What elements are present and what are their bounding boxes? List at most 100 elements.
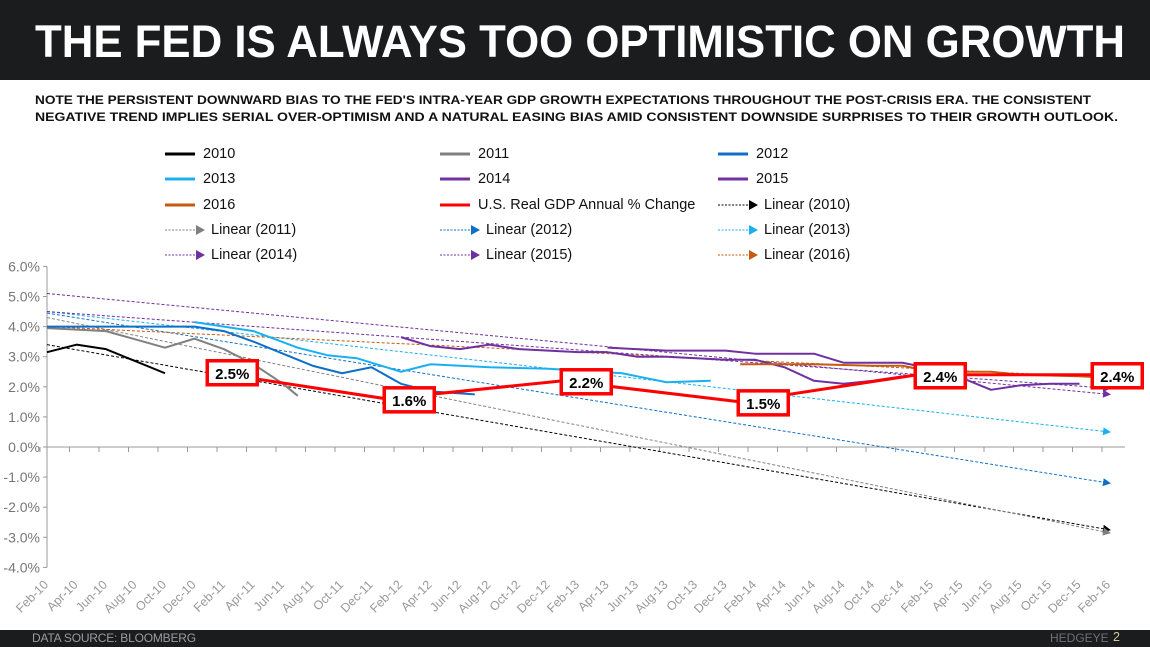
data-label-text: 1.5%	[746, 396, 780, 413]
legend-label: Linear (2011)	[211, 221, 297, 238]
x-tick-label: Dec-10	[160, 578, 198, 616]
x-tick-label: Feb-15	[898, 578, 936, 616]
data-label-box	[913, 362, 967, 390]
legend-label: 2015	[756, 171, 789, 188]
x-tick-label: Apr-12	[398, 578, 434, 614]
legend-label: 2012	[756, 146, 789, 162]
legend-swatch-icon	[440, 177, 470, 181]
data-label-box	[1090, 362, 1144, 390]
data-label: 2.2%	[559, 368, 613, 396]
x-tick-label: Feb-10	[13, 578, 51, 616]
x-tick-label: Feb-11	[191, 578, 228, 615]
x-tick-label: Feb-16	[1075, 578, 1113, 616]
data-label: 2.4%	[913, 362, 967, 390]
legend-item-linear-2013: Linear (2013)	[718, 219, 850, 241]
data-label: 2.5%	[205, 359, 259, 387]
x-tick-label: Dec-13	[691, 578, 729, 616]
legend-label: 2010	[203, 146, 236, 162]
y-tick-label: 6.0%	[8, 258, 40, 274]
data-label-text: 1.6%	[392, 393, 426, 410]
page-title: THE FED IS ALWAYS TOO OPTIMISTIC ON GROW…	[35, 16, 1125, 67]
subtitle-line-2: NEGATIVE TREND IMPLIES SERIAL OVER-OPTIM…	[35, 110, 1118, 124]
data-label-text: 2.4%	[1100, 369, 1134, 386]
y-tick-label: -1.0%	[3, 469, 40, 485]
series-line-2014	[400, 336, 903, 385]
legend-label: U.S. Real GDP Annual % Change	[478, 196, 696, 213]
legend-swatch-icon	[165, 177, 195, 181]
legend-item-linear-2014: Linear (2014)	[165, 244, 297, 266]
legend-label: Linear (2014)	[211, 247, 298, 264]
x-tick-label: Aug-15	[986, 578, 1024, 616]
legend-swatch-icon	[440, 250, 480, 261]
legend-label: Linear (2013)	[764, 221, 851, 238]
x-tick-label: Aug-12	[455, 578, 493, 616]
legend-item-2013: 2013	[165, 168, 235, 190]
legend-item-linear-2012: Linear (2012)	[440, 219, 572, 241]
legend-label: Linear (2015)	[486, 247, 573, 264]
subtitle: NOTE THE PERSISTENT DOWNWARD BIAS TO THE…	[0, 88, 1150, 133]
legend-item-2011: 2011	[440, 143, 509, 165]
data-label-box	[559, 368, 613, 396]
legend-item-2014: 2014	[440, 168, 510, 190]
data-label: 1.6%	[382, 386, 436, 414]
y-tick-label: -3.0%	[3, 529, 40, 545]
y-tick-label: 4.0%	[8, 319, 40, 335]
legend-swatch-icon	[718, 250, 758, 261]
data-label-box	[736, 389, 790, 417]
legend-label: 2011	[478, 146, 510, 162]
legend-swatch-icon	[165, 152, 195, 156]
y-tick-label: 2.0%	[8, 379, 40, 395]
legend-label: 2016	[203, 196, 236, 213]
x-tick-label: Dec-12	[514, 578, 552, 616]
legend-item-2015: 2015	[718, 168, 788, 190]
y-tick-label: 3.0%	[8, 349, 40, 365]
series-line-2011	[46, 327, 299, 397]
legend-swatch-icon	[440, 224, 480, 235]
footer-bar: DATA SOURCE: BLOOMBERG HEDGEYE 2	[0, 630, 1150, 647]
x-tick-label: Apr-11	[222, 578, 258, 614]
x-tick-label: Feb-12	[367, 578, 405, 616]
x-tick-label: Feb-13	[544, 578, 582, 616]
legend-swatch-icon	[165, 224, 205, 235]
legend-label: Linear (2012)	[486, 221, 573, 238]
data-label: 1.5%	[736, 389, 790, 417]
legend-item-linear-2011: Linear (2011)	[165, 219, 296, 241]
legend-swatch-icon	[718, 177, 748, 181]
series-line-linear-2014	[46, 292, 1111, 398]
legend-swatch-icon	[440, 152, 470, 156]
legend-swatch-icon	[718, 224, 758, 235]
series-line-linear-2013	[46, 311, 1111, 436]
y-tick-label: -4.0%	[3, 559, 40, 575]
x-tick-label: Aug-10	[101, 578, 139, 616]
data-label-box	[382, 386, 436, 414]
x-tick-label: Apr-15	[929, 578, 965, 614]
series-line-2015	[607, 346, 1080, 391]
series-line-2013	[194, 321, 711, 384]
x-tick-label: Feb-14	[721, 578, 759, 616]
title-bar: THE FED IS ALWAYS TOO OPTIMISTIC ON GROW…	[0, 0, 1150, 80]
y-tick-label: 1.0%	[8, 409, 40, 425]
legend-item-2016: 2016	[165, 194, 235, 216]
series-line-linear-2011	[46, 317, 1111, 536]
legend-item-linear-2015: Linear (2015)	[440, 244, 572, 266]
legend-item-2012: 2012	[718, 143, 788, 165]
legend-swatch-icon	[440, 203, 470, 207]
legend-label: Linear (2010)	[764, 196, 851, 213]
x-tick-label: Aug-13	[632, 578, 670, 616]
brand-logo-text: HEDGEYE	[1050, 631, 1109, 645]
x-tick-label: Apr-14	[752, 578, 788, 614]
data-source: DATA SOURCE: BLOOMBERG	[32, 631, 196, 645]
legend-item-linear-2010: Linear (2010)	[718, 194, 850, 216]
series-line-linear-2012	[46, 312, 1111, 487]
legend-swatch-icon	[718, 199, 758, 210]
series-line-2012	[47, 325, 475, 396]
data-label-box	[205, 359, 259, 387]
y-tick-label: 5.0%	[8, 289, 40, 305]
x-tick-label: Aug-11	[279, 578, 317, 616]
y-tick-label: -2.0%	[3, 499, 40, 515]
x-tick-label: Dec-15	[1045, 578, 1083, 616]
data-label-text: 2.5%	[215, 366, 249, 383]
legend-label: 2014	[478, 171, 511, 188]
data-label-text: 2.4%	[923, 369, 957, 386]
y-tick-label: 0.0%	[8, 439, 40, 455]
